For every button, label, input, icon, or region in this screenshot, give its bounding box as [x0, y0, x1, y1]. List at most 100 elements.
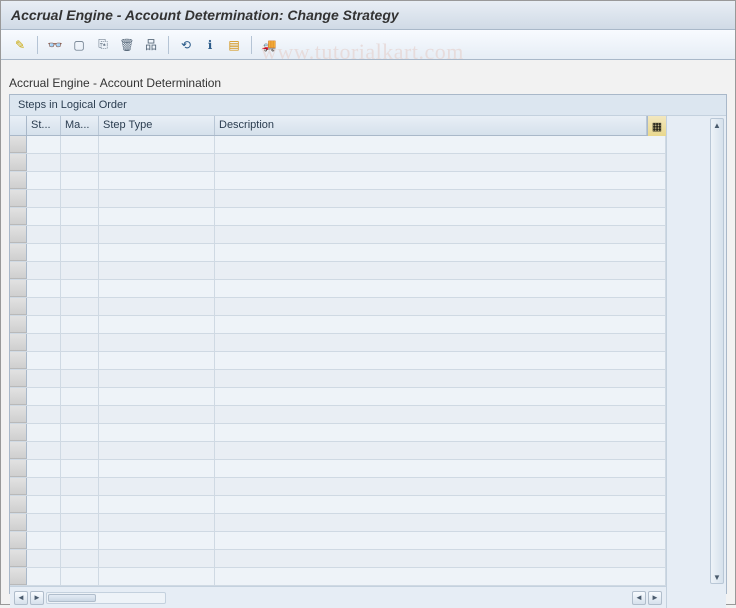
cell[interactable] [27, 316, 61, 333]
cell[interactable] [215, 568, 666, 585]
cell[interactable] [99, 406, 215, 423]
cell[interactable] [99, 514, 215, 531]
column-header-step-type[interactable]: Step Type [99, 116, 215, 135]
cell[interactable] [99, 334, 215, 351]
cell[interactable] [215, 172, 666, 189]
cell[interactable] [27, 172, 61, 189]
scroll-left-button[interactable]: ◄ [14, 591, 28, 605]
cell[interactable] [215, 334, 666, 351]
cell[interactable] [99, 424, 215, 441]
cell[interactable] [61, 514, 99, 531]
cell[interactable] [27, 424, 61, 441]
table-row[interactable] [10, 388, 666, 406]
cell[interactable] [61, 154, 99, 171]
cell[interactable] [27, 352, 61, 369]
cell[interactable] [27, 136, 61, 153]
horizontal-scrollbar-thumb[interactable] [48, 594, 96, 602]
cell[interactable] [27, 406, 61, 423]
cell[interactable] [61, 568, 99, 585]
row-selector[interactable] [10, 442, 27, 459]
table-row[interactable] [10, 136, 666, 154]
cell[interactable] [99, 172, 215, 189]
cell[interactable] [61, 280, 99, 297]
row-selector[interactable] [10, 208, 27, 225]
cell[interactable] [27, 496, 61, 513]
cell[interactable] [27, 154, 61, 171]
cell[interactable] [215, 388, 666, 405]
cell[interactable] [215, 244, 666, 261]
cell[interactable] [215, 316, 666, 333]
cell[interactable] [27, 550, 61, 567]
scroll-down-button[interactable]: ▼ [711, 571, 723, 583]
cell[interactable] [99, 226, 215, 243]
table-row[interactable] [10, 154, 666, 172]
cell[interactable] [27, 514, 61, 531]
cell[interactable] [99, 316, 215, 333]
row-selector[interactable] [10, 424, 27, 441]
transport-icon[interactable]: 🚚 [258, 34, 280, 56]
cell[interactable] [27, 262, 61, 279]
copy-icon[interactable]: ⎘ [92, 34, 114, 56]
cell[interactable] [61, 190, 99, 207]
cell[interactable] [27, 244, 61, 261]
cell[interactable] [215, 298, 666, 315]
cell[interactable] [215, 406, 666, 423]
column-header-st[interactable]: St... [27, 116, 61, 135]
glasses-icon[interactable]: 👓 [44, 34, 66, 56]
row-selector[interactable] [10, 280, 27, 297]
row-selector[interactable] [10, 244, 27, 261]
cell[interactable] [61, 136, 99, 153]
layout-icon[interactable]: ▤ [223, 34, 245, 56]
row-selector[interactable] [10, 406, 27, 423]
cell[interactable] [215, 370, 666, 387]
cell[interactable] [99, 496, 215, 513]
cell[interactable] [215, 226, 666, 243]
row-selector[interactable] [10, 496, 27, 513]
vertical-scrollbar[interactable]: ▲ ▼ [710, 118, 724, 584]
cell[interactable] [99, 190, 215, 207]
cell[interactable] [99, 568, 215, 585]
table-row[interactable] [10, 442, 666, 460]
table-row[interactable] [10, 370, 666, 388]
cell[interactable] [27, 280, 61, 297]
cell[interactable] [215, 514, 666, 531]
row-selector[interactable] [10, 352, 27, 369]
cell[interactable] [27, 568, 61, 585]
cell[interactable] [27, 442, 61, 459]
cell[interactable] [27, 478, 61, 495]
cell[interactable] [61, 442, 99, 459]
cell[interactable] [215, 136, 666, 153]
cell[interactable] [215, 532, 666, 549]
table-row[interactable] [10, 316, 666, 334]
cell[interactable] [61, 226, 99, 243]
cell[interactable] [61, 532, 99, 549]
row-selector[interactable] [10, 316, 27, 333]
table-row[interactable] [10, 406, 666, 424]
cell[interactable] [27, 226, 61, 243]
row-selector[interactable] [10, 388, 27, 405]
cell[interactable] [215, 352, 666, 369]
cell[interactable] [61, 316, 99, 333]
cell[interactable] [27, 334, 61, 351]
cell[interactable] [27, 460, 61, 477]
row-selector[interactable] [10, 514, 27, 531]
cell[interactable] [61, 550, 99, 567]
table-row[interactable] [10, 244, 666, 262]
cell[interactable] [99, 352, 215, 369]
cell[interactable] [99, 550, 215, 567]
table-row[interactable] [10, 208, 666, 226]
cell[interactable] [99, 460, 215, 477]
cell[interactable] [99, 280, 215, 297]
table-row[interactable] [10, 352, 666, 370]
cell[interactable] [215, 496, 666, 513]
cell[interactable] [27, 370, 61, 387]
info-icon[interactable]: ℹ [199, 34, 221, 56]
table-row[interactable] [10, 334, 666, 352]
cell[interactable] [99, 388, 215, 405]
cell[interactable] [99, 442, 215, 459]
cell[interactable] [61, 262, 99, 279]
cell[interactable] [99, 298, 215, 315]
cell[interactable] [61, 208, 99, 225]
table-row[interactable] [10, 424, 666, 442]
cell[interactable] [27, 388, 61, 405]
